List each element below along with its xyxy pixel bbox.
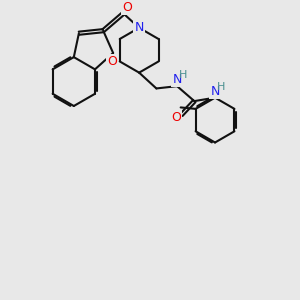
Text: N: N bbox=[210, 85, 220, 98]
Text: O: O bbox=[171, 111, 181, 124]
Text: O: O bbox=[107, 55, 117, 68]
Text: N: N bbox=[172, 73, 182, 86]
Text: H: H bbox=[217, 82, 226, 92]
Text: O: O bbox=[122, 1, 132, 13]
Text: H: H bbox=[179, 70, 188, 80]
Text: N: N bbox=[134, 21, 144, 34]
